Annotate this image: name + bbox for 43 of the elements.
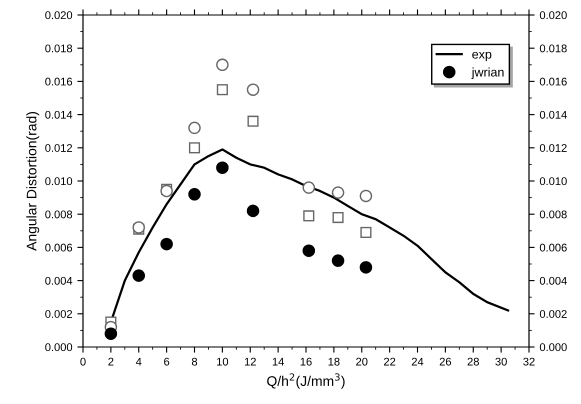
- y-tick-label: 0.004: [45, 276, 72, 285]
- x-tick-label: 2: [108, 358, 114, 366]
- y2-tick-label: 0.014: [540, 110, 567, 119]
- y-tick-label: 0.016: [45, 78, 72, 86]
- y-tick-label: 0.010: [45, 177, 72, 186]
- x-tick-label: 18: [328, 358, 340, 366]
- x-tick-label: 14: [272, 358, 284, 366]
- x-tick-label: 28: [468, 358, 479, 366]
- x-tick-label: 8: [192, 358, 198, 366]
- y2-tick-label: 0.016: [540, 78, 567, 86]
- y-tick-label: 0.000: [45, 343, 72, 352]
- x-tick-label: 16: [300, 358, 312, 366]
- x-tick-label: 6: [164, 358, 170, 366]
- x-tick-label: 32: [523, 358, 535, 366]
- y-tick-label: 0.006: [45, 244, 72, 252]
- y-tick-label: 0.018: [45, 44, 72, 52]
- x-axis-title: Q/h$^{2}$(J/mm$^{3}$): [267, 373, 345, 389]
- y-axis-title: Angular Distortion(rad): [26, 112, 40, 251]
- legend-label: jwrian: [471, 67, 504, 80]
- x-tick-label: 24: [412, 358, 424, 366]
- y2-tick-label: 0.010: [540, 177, 567, 186]
- y2-tick-label: 0.006: [540, 244, 567, 252]
- x-tick-label: 20: [356, 358, 368, 366]
- x-tick-label: 30: [495, 358, 507, 366]
- y-tick-label: 0.014: [45, 110, 72, 119]
- y-tick-label: 0.002: [45, 310, 72, 318]
- y2-tick-label: 0.004: [540, 276, 567, 285]
- y2-tick-label: 0.020: [540, 11, 567, 20]
- x-tick-label: 12: [244, 358, 256, 366]
- x-tick-label: 0: [80, 358, 86, 366]
- x-tick-label: 10: [217, 358, 228, 366]
- y-tick-label: 0.020: [45, 11, 72, 20]
- y2-tick-label: 0.008: [540, 210, 567, 218]
- y-tick-label: 0.012: [45, 144, 72, 152]
- x-tick-label: 4: [136, 358, 142, 366]
- x-tick-label: 22: [384, 358, 396, 366]
- x-tick-label: 26: [440, 358, 452, 366]
- y-tick-label: 0.008: [45, 210, 72, 218]
- y2-tick-label: 0.012: [540, 144, 567, 152]
- y2-tick-label: 0.018: [540, 44, 567, 52]
- y2-tick-label: 0.002: [540, 310, 567, 318]
- y2-tick-label: 0.000: [540, 343, 567, 352]
- legend-label: exp: [472, 52, 492, 62]
